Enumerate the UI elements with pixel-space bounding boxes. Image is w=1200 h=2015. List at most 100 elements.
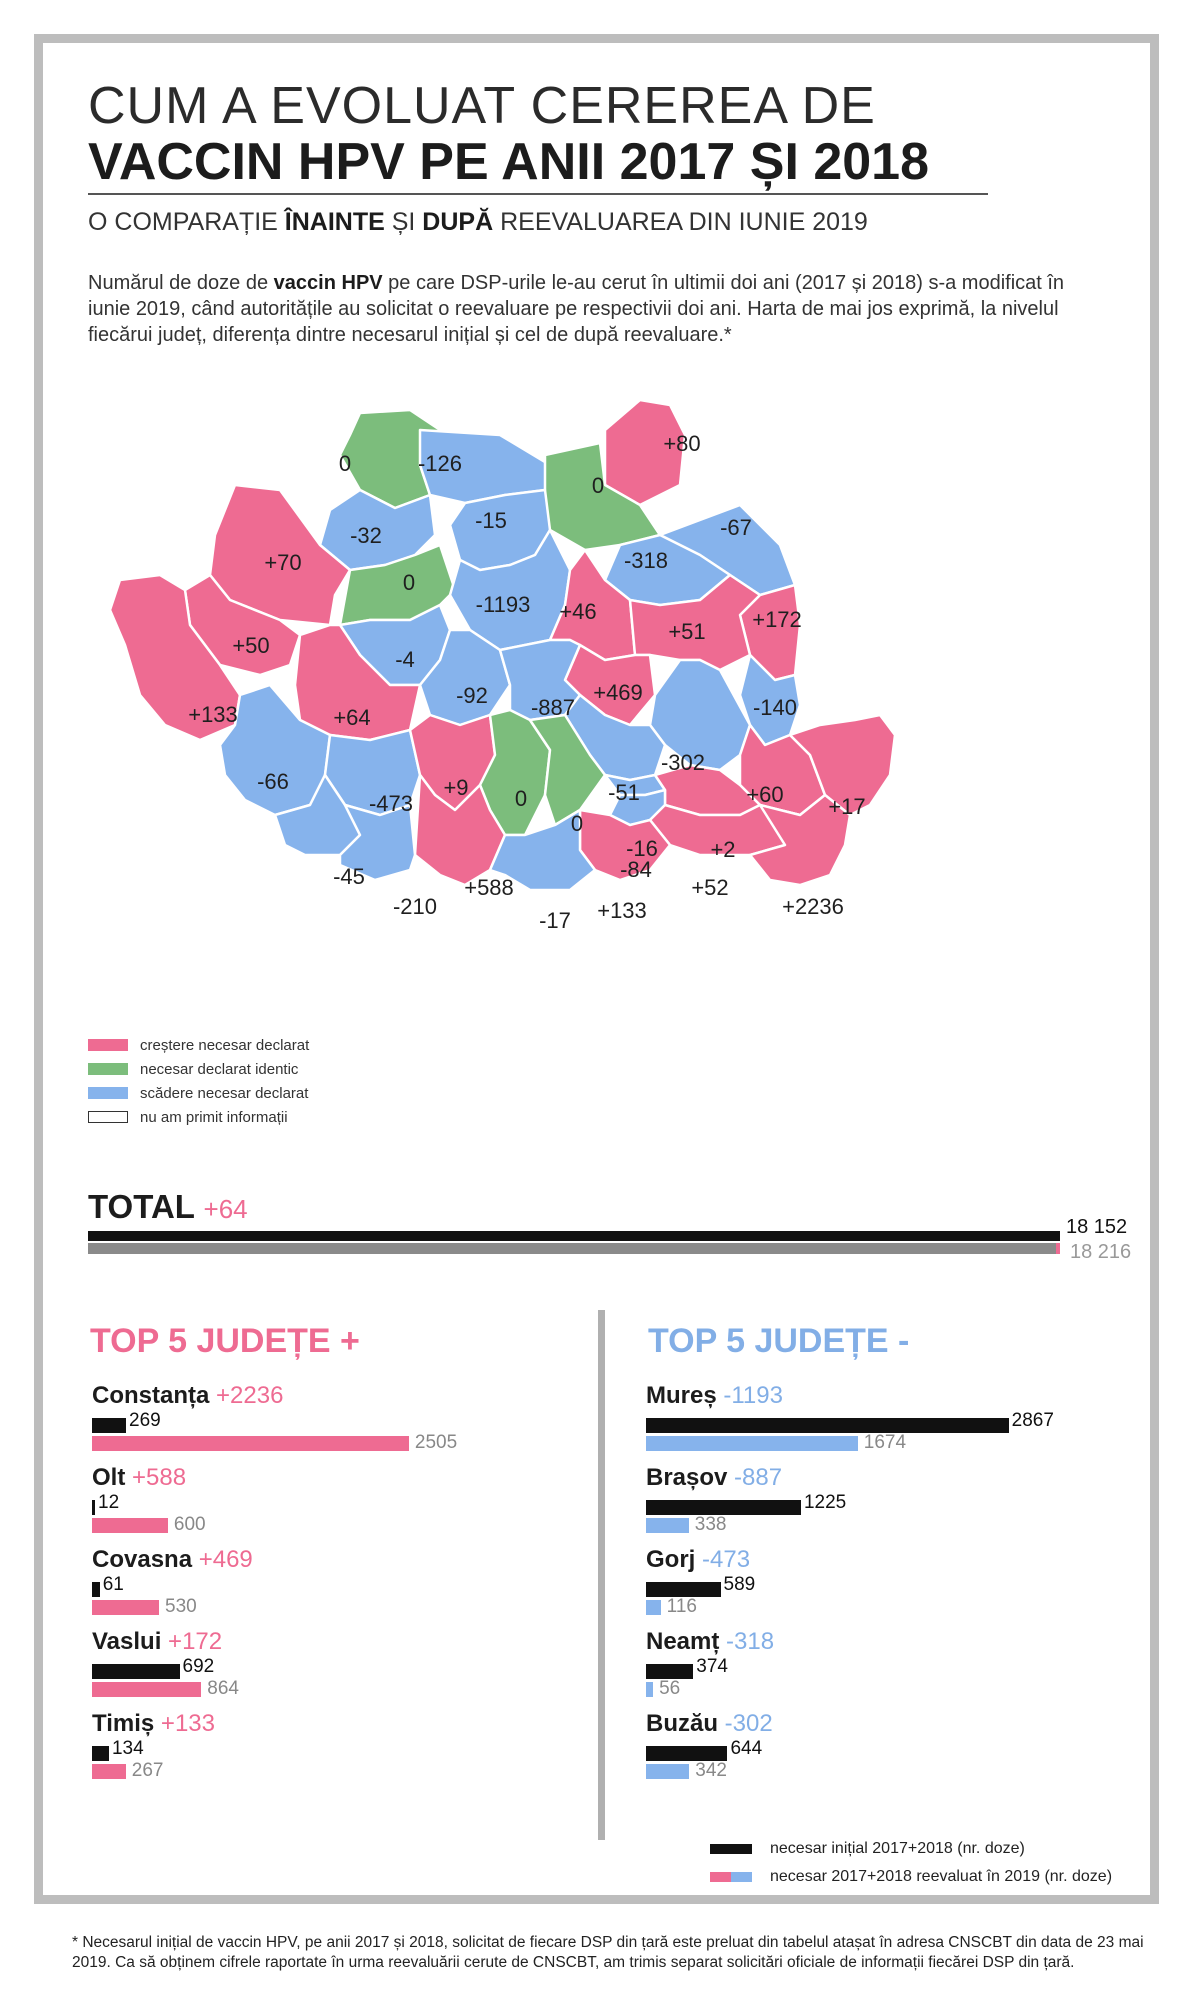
county-delta: +588	[132, 1464, 187, 1491]
county-value-label: +172	[752, 607, 802, 632]
county-value-label: +80	[663, 431, 700, 456]
bar-reevaluated-value: 267	[131, 1760, 164, 1781]
legend-label: necesar declarat identic	[140, 1060, 299, 1078]
county-value-label: +133	[188, 702, 238, 727]
county-value-label: -84	[620, 857, 652, 882]
legend-item-no-info: nu am primit informații	[88, 1105, 309, 1129]
subtitle: O COMPARAȚIE ÎNAINTE ȘI DUPĂ REEVALUAREA…	[88, 208, 868, 236]
county-name: Brașov -887	[646, 1464, 783, 1491]
county-delta: +2236	[216, 1382, 284, 1409]
county-region	[418, 628, 512, 727]
bar-initial	[92, 1664, 180, 1679]
legend-item-decrease: scădere necesar declarat	[88, 1081, 309, 1105]
county-value-label: +46	[559, 599, 596, 624]
legend-swatch	[88, 1111, 128, 1123]
county-name: Covasna +469	[92, 1546, 253, 1573]
county-value-label: +588	[464, 875, 514, 900]
map-legend: creștere necesar declarat necesar declar…	[88, 1033, 309, 1129]
county-delta: -473	[702, 1546, 751, 1573]
county-delta: +469	[198, 1546, 253, 1573]
bar-initial-value: 134	[111, 1738, 144, 1759]
county-delta: -302	[724, 1710, 773, 1737]
bar-initial-value: 269	[129, 1410, 161, 1431]
county-region	[488, 808, 597, 892]
legend-label: scădere necesar declarat	[140, 1084, 309, 1102]
infographic-frame	[34, 34, 1159, 1904]
county-value-label: -45	[333, 864, 365, 889]
county-value-label: +9	[443, 775, 468, 800]
county-value-label: +51	[668, 619, 705, 644]
county-region	[338, 803, 417, 882]
bar-key-swatch	[710, 1872, 752, 1882]
title-line-1: CUM A EVOLUAT CEREREA DE	[88, 77, 876, 135]
bar-initial	[92, 1500, 95, 1515]
bar-key-initial: necesar inițial 2017+2018 (nr. doze)	[710, 1840, 1025, 1858]
county-value-label: 0	[515, 786, 527, 811]
county-value-label: +2236	[782, 894, 844, 919]
total-reevaluated-value: 18 216	[1070, 1241, 1132, 1263]
county-name: Constanța +2236	[92, 1382, 284, 1409]
bar-initial-value: 374	[696, 1656, 728, 1677]
county-value-label: -4	[395, 647, 415, 672]
county-value-label: -210	[393, 894, 437, 919]
county-value-label: -1193	[476, 592, 531, 617]
county-value-label: +17	[828, 794, 865, 819]
bar-reevaluated-value: 1674	[863, 1432, 907, 1453]
legend-item-increase: creștere necesar declarat	[88, 1033, 309, 1057]
county-value-label: -16	[626, 836, 658, 861]
bar-reevaluated	[646, 1682, 654, 1697]
total-bar-increase-tip	[1056, 1243, 1060, 1254]
bar-key-label: necesar inițial 2017+2018 (nr. doze)	[770, 1840, 1025, 1857]
county-value-label: -92	[456, 683, 488, 708]
bar-initial	[92, 1582, 100, 1597]
legend-label: creștere necesar declarat	[140, 1036, 310, 1054]
county-value-label: -302	[661, 750, 705, 775]
bar-reevaluated-value: 2505	[414, 1432, 458, 1453]
county-value-label: +70	[264, 550, 301, 575]
total-label: TOTAL +64	[88, 1188, 248, 1225]
bar-initial	[646, 1418, 1009, 1433]
bar-initial	[646, 1664, 694, 1679]
county-value-label: -67	[720, 515, 752, 540]
footnote: * Necesarul inițial de vaccin HPV, pe an…	[72, 1934, 1144, 1971]
county-delta: -887	[734, 1464, 783, 1491]
county-region	[788, 713, 897, 817]
total-bar-initial	[88, 1231, 1060, 1241]
legend-label: nu am primit informații	[140, 1108, 288, 1126]
county-value-label: +2	[710, 837, 735, 862]
bar-initial	[646, 1500, 801, 1515]
legend-swatch	[88, 1087, 128, 1099]
bar-reevaluated-value: 56	[659, 1678, 681, 1699]
bar-initial-value: 589	[723, 1574, 756, 1595]
county-value-label: -126	[418, 451, 462, 476]
bar-initial	[92, 1746, 109, 1761]
bar-initial	[646, 1746, 728, 1761]
top5-increase-title: TOP 5 JUDEȚE +	[90, 1322, 360, 1360]
bar-reevaluated-value: 530	[165, 1596, 197, 1617]
bar-reevaluated	[92, 1682, 202, 1697]
county-region	[293, 623, 422, 742]
county-value-label: -318	[624, 548, 668, 573]
bar-key-reevaluated: necesar 2017+2018 reevaluat în 2019 (nr.…	[710, 1868, 1112, 1886]
total-delta: +64	[203, 1194, 248, 1224]
bar-reevaluated	[646, 1436, 858, 1451]
bar-reevaluated	[646, 1764, 690, 1779]
county-value-label: +52	[691, 875, 728, 900]
bar-reevaluated-value: 338	[694, 1514, 727, 1535]
bar-initial	[646, 1582, 721, 1597]
county-delta: +133	[160, 1710, 215, 1737]
bar-initial-value: 1225	[803, 1492, 847, 1513]
total-bar-reevaluated	[88, 1243, 1060, 1254]
county-value-label: -15	[475, 508, 507, 533]
county-name: Buzău -302	[646, 1710, 773, 1737]
county-value-label: -473	[369, 791, 413, 816]
county-value-label: 0	[592, 473, 604, 498]
county-value-label: +133	[597, 898, 647, 923]
county-name: Timiș +133	[92, 1710, 215, 1737]
county-value-label: -32	[350, 523, 382, 548]
county-delta: +172	[168, 1628, 223, 1655]
bar-reevaluated-value: 864	[207, 1678, 239, 1699]
bar-initial-value: 692	[182, 1656, 215, 1677]
bar-key-swatch	[710, 1844, 752, 1854]
county-value-label: +50	[232, 633, 269, 658]
